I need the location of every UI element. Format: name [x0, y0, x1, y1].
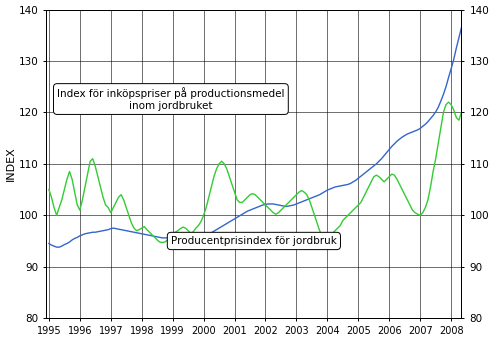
Y-axis label: INDEX: INDEX: [5, 146, 15, 181]
Text: Index för inköpspriser på productionsmedel
inom jordbruket: Index för inköpspriser på productionsmed…: [57, 87, 285, 111]
Text: Producentprisindex för jordbruk: Producentprisindex för jordbruk: [171, 236, 337, 246]
